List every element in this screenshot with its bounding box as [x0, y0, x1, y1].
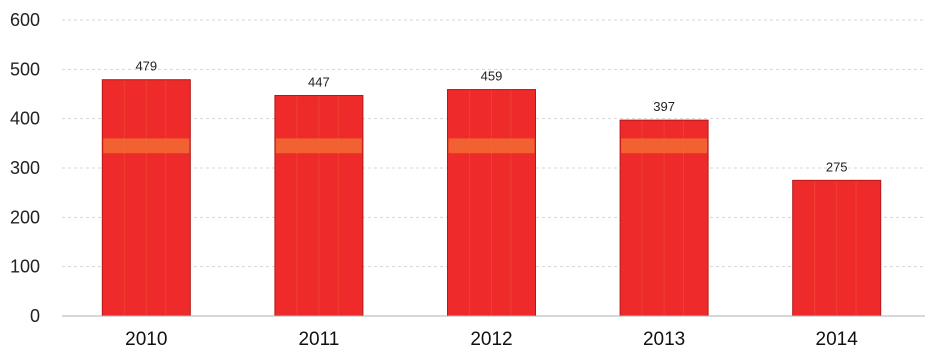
- bar-highlight-band: [621, 138, 708, 154]
- y-tick-label: 400: [10, 109, 40, 129]
- bar-highlight-band: [103, 138, 190, 154]
- x-tick-label: 2010: [125, 329, 167, 350]
- bar-highlight-band: [448, 138, 535, 154]
- x-tick-label: 2013: [643, 329, 685, 350]
- y-tick-label: 300: [10, 158, 40, 178]
- data-label: 397: [653, 99, 675, 114]
- y-tick-label: 0: [30, 306, 40, 326]
- data-label: 447: [308, 74, 330, 89]
- y-tick-label: 500: [10, 59, 40, 79]
- x-axis-tick-labels: 2010 2011 2012 2013 2014: [125, 329, 858, 350]
- y-tick-label: 100: [10, 257, 40, 277]
- bar-2010: [101, 79, 191, 317]
- bar: [792, 179, 882, 317]
- bar: [447, 89, 536, 317]
- bar: [101, 79, 191, 317]
- bar: [619, 119, 709, 317]
- data-labels: 479 447 459 397 275: [135, 59, 847, 175]
- x-tick-label: 2012: [470, 329, 512, 350]
- data-label: 479: [135, 59, 157, 74]
- y-tick-label: 200: [10, 207, 40, 227]
- y-axis-tick-labels: 0 100 200 300 400 500 600: [10, 10, 40, 326]
- y-tick-label: 600: [10, 10, 40, 30]
- bar-2014: [792, 179, 882, 317]
- x-tick-label: 2011: [298, 329, 339, 350]
- bar: [274, 94, 364, 317]
- bar-highlight-band: [275, 138, 362, 154]
- bar-2013: [619, 119, 709, 317]
- data-label: 459: [481, 69, 503, 84]
- bars: [101, 79, 882, 317]
- bar-2011: [274, 94, 364, 317]
- data-label: 275: [826, 159, 848, 174]
- bar-2012: [447, 89, 536, 317]
- x-tick-label: 2014: [816, 329, 859, 350]
